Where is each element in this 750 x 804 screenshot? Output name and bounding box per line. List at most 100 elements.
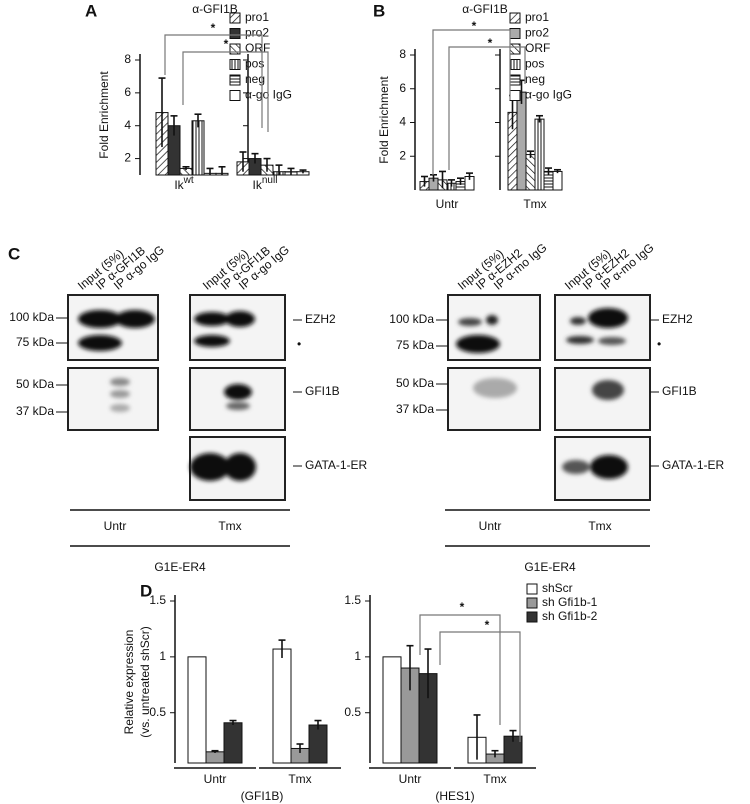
error-bar — [491, 749, 499, 758]
error-bar — [158, 77, 166, 148]
significance-star: * — [224, 37, 229, 51]
error-bar — [406, 644, 414, 691]
legend-swatch — [509, 74, 521, 86]
error-bar — [421, 175, 428, 187]
category-base: Ik — [174, 178, 184, 192]
x-tick-label: Tmx — [288, 772, 311, 786]
error-bar — [424, 648, 432, 699]
x-tick-label: Iknull — [253, 175, 278, 193]
legend-label: neg — [525, 72, 545, 86]
bar — [525, 154, 536, 191]
y-axis-label: (vs. untreated shScr) — [138, 626, 152, 737]
y-axis-label: Fold Enrichment — [377, 76, 391, 164]
error-bar — [287, 167, 295, 175]
legend-swatch — [526, 597, 538, 609]
legend-swatch — [229, 12, 241, 24]
error-bar — [554, 168, 561, 174]
size-marker: 37 kDa — [16, 404, 54, 418]
legend-label: pro1 — [525, 10, 549, 24]
size-marker: 100 kDa — [9, 310, 54, 324]
y-tick-label: 8 — [124, 52, 131, 66]
legend-swatch — [509, 28, 521, 39]
size-marker: 37 kDa — [396, 402, 434, 416]
y-tick-label: 1.5 — [149, 593, 166, 607]
y-tick-label: 4 — [399, 115, 406, 129]
y-axis-label: Relative expression — [122, 630, 136, 735]
band-label: • — [657, 337, 661, 351]
category-sup: null — [262, 175, 278, 186]
error-bar — [275, 164, 283, 175]
y-tick-label: 6 — [124, 85, 131, 99]
bar-chart: 2 4 6 8 Untr Tmx B α-GFI1B Fold Enrichment pro1 pr… — [373, 1, 572, 211]
error-bar — [229, 719, 237, 726]
legend-swatch — [509, 43, 521, 55]
error-bar — [182, 165, 190, 171]
legend-label: pos — [245, 57, 264, 71]
significance-bracket — [182, 51, 269, 132]
error-bar — [170, 115, 178, 136]
significance-bracket — [448, 46, 526, 170]
legend-swatch — [526, 583, 538, 595]
x-tick-label: Untr — [436, 197, 459, 211]
y-axis-label: Fold Enrichment — [97, 71, 111, 159]
condition-label: Tmx — [588, 519, 611, 533]
significance-bracket — [432, 29, 511, 175]
x-axis-label: (GFI1B) — [241, 789, 284, 803]
error-bar — [299, 169, 307, 174]
significance-bracket — [419, 614, 501, 725]
y-tick-label: 1 — [354, 649, 361, 663]
blot — [67, 294, 159, 361]
blot — [189, 294, 286, 361]
panel-letter: A — [85, 1, 97, 20]
blot — [67, 367, 159, 431]
significance-star: * — [460, 600, 465, 614]
error-bar — [457, 177, 464, 185]
band-label: GFI1B — [305, 384, 340, 398]
error-bar — [278, 639, 286, 658]
legend-swatch — [509, 90, 521, 101]
legend-swatch — [509, 12, 521, 24]
legend-label: pro2 — [245, 26, 269, 40]
legend-swatch — [509, 59, 521, 70]
band-label: • — [297, 337, 301, 351]
y-tick-label: 1.5 — [344, 593, 361, 607]
legend-swatch — [229, 59, 241, 70]
cell-line-label: G1E-ER4 — [154, 560, 206, 574]
bar — [272, 648, 292, 764]
x-tick-label: Tmx — [523, 197, 546, 211]
bar — [552, 170, 563, 191]
cell-line-label: G1E-ER4 — [524, 560, 576, 574]
significance-star: * — [485, 618, 490, 632]
error-bar — [448, 179, 455, 187]
error-bar — [239, 151, 247, 172]
bar — [187, 656, 207, 764]
y-tick-label: 8 — [399, 47, 406, 61]
legend-swatch — [229, 90, 241, 101]
size-marker: 75 kDa — [396, 338, 434, 352]
bar — [516, 91, 527, 191]
chart-title: α-GFI1B — [462, 2, 508, 16]
error-bar — [251, 152, 259, 164]
y-tick-label: 0.5 — [149, 705, 166, 719]
y-tick-label: 2 — [399, 148, 406, 162]
band-label: EZH2 — [305, 312, 336, 326]
error-bar — [509, 729, 517, 742]
legend-label: ORF — [525, 41, 550, 55]
panel-letter: B — [373, 1, 385, 20]
x-tick-label: Untr — [399, 772, 422, 786]
x-tick-label: Tmx — [483, 772, 506, 786]
y-tick-label: 1 — [159, 649, 166, 663]
legend-swatch — [229, 43, 241, 55]
bar — [205, 751, 225, 764]
bar-chart: 0.5 1 1.5 Untr Tmx D Relative expression (vs. u… — [122, 581, 341, 803]
size-marker: 50 kDa — [16, 377, 54, 391]
x-tick-label: Ikwt — [174, 175, 194, 193]
y-tick-label: 2 — [124, 151, 131, 165]
panel-letter: D — [140, 581, 152, 600]
bar — [223, 722, 243, 764]
legend-label: pro1 — [245, 10, 269, 24]
bands — [456, 308, 628, 479]
